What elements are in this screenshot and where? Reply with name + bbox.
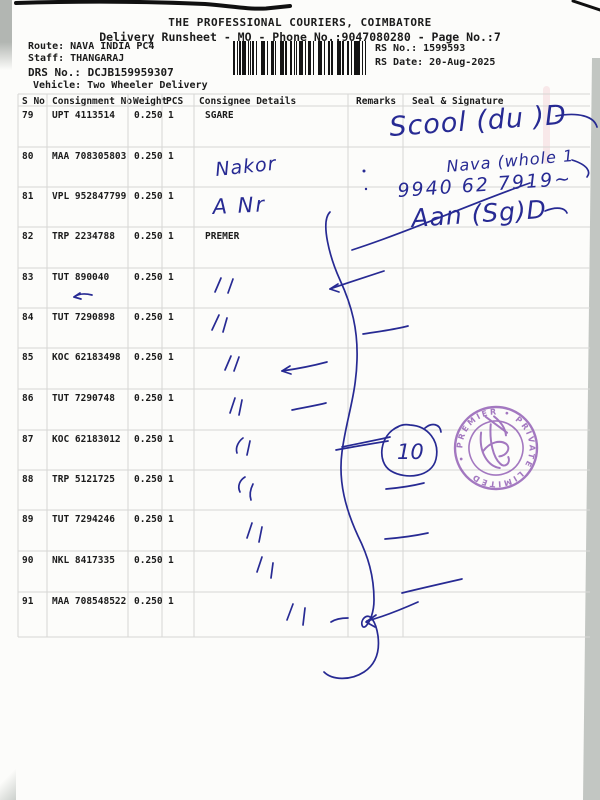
cell-pcs: 1	[168, 352, 174, 363]
cell-pcs: 1	[168, 110, 174, 121]
col-header-seal: Seal & Signature	[412, 96, 504, 107]
cell-consignment: KOC 62183012	[52, 434, 121, 445]
cell-sno: 88	[22, 474, 34, 485]
scan-edge-left	[0, 0, 12, 70]
cell-consignment: KOC 62183498	[52, 352, 121, 363]
col-header-remarks: Remarks	[356, 96, 397, 107]
cell-consignment: VPL 952847799	[52, 191, 127, 202]
cell-pcs: 1	[168, 231, 174, 242]
cell-consignment: TUT 7290748	[52, 393, 115, 404]
cell-consignment: NKL 8417335	[52, 555, 115, 566]
cell-consignment: UPT 4113514	[52, 110, 115, 121]
cell-sno: 81	[22, 191, 34, 202]
cell-weight: 0.250	[134, 514, 163, 525]
cell-pcs: 1	[168, 312, 174, 323]
cell-consignment: MAA 708548522	[52, 596, 127, 607]
cell-consignment: TUT 7294246	[52, 514, 115, 525]
cell-pcs: 1	[168, 191, 174, 202]
cell-consignment: TRP 5121725	[52, 474, 115, 485]
barcode	[233, 41, 366, 75]
col-header-pcs: PCS	[166, 96, 184, 107]
cell-sno: 87	[22, 434, 34, 445]
cell-consignee: PREMER	[205, 231, 240, 242]
cell-pcs: 1	[168, 514, 174, 525]
cell-pcs: 1	[168, 474, 174, 485]
cell-sno: 84	[22, 312, 34, 323]
col-header-consignee: Consignee Details	[199, 96, 297, 107]
cell-sno: 90	[22, 555, 34, 566]
rs-no-field: RS No.: 1599593	[375, 43, 466, 54]
cell-consignment: MAA 708305803	[52, 151, 127, 162]
document-title: THE PROFESSIONAL COURIERS, COIMBATORE	[168, 16, 432, 29]
col-header-consignment: Consignment No	[52, 96, 133, 107]
cell-weight: 0.250	[134, 231, 163, 242]
cell-weight: 0.250	[134, 312, 163, 323]
cell-weight: 0.250	[134, 434, 163, 445]
cell-pcs: 1	[168, 434, 174, 445]
cell-pcs: 1	[168, 555, 174, 566]
scan-color-streak	[543, 86, 550, 164]
cell-consignee: SGARE	[205, 110, 234, 121]
cell-sno: 91	[22, 596, 34, 607]
cell-sno: 79	[22, 110, 34, 121]
cell-consignment: TUT 890040	[52, 272, 110, 283]
cell-consignment: TUT 7290898	[52, 312, 115, 323]
cell-sno: 80	[22, 151, 34, 162]
cell-weight: 0.250	[134, 474, 163, 485]
cell-weight: 0.250	[134, 272, 163, 283]
vehicle-field: Vehicle: Two Wheeler Delivery	[33, 80, 208, 91]
scan-edge-bottom-left	[0, 762, 16, 800]
cell-sno: 86	[22, 393, 34, 404]
cell-pcs: 1	[168, 393, 174, 404]
document-subtitle: Delivery Runsheet - MO - Phone No.:90470…	[99, 30, 501, 44]
cell-weight: 0.250	[134, 110, 163, 121]
col-header-weight: Weight	[133, 96, 168, 107]
cell-sno: 89	[22, 514, 34, 525]
cell-sno: 85	[22, 352, 34, 363]
cell-weight: 0.250	[134, 352, 163, 363]
cell-pcs: 1	[168, 272, 174, 283]
cell-weight: 0.250	[134, 393, 163, 404]
cell-pcs: 1	[168, 596, 174, 607]
cell-weight: 0.250	[134, 191, 163, 202]
cell-consignment: TRP 2234788	[52, 231, 115, 242]
drs-no-field: DRS No.: DCJB159959307	[28, 66, 174, 79]
cell-weight: 0.250	[134, 596, 163, 607]
staff-field: Staff: THANGARAJ	[28, 53, 125, 64]
cell-pcs: 1	[168, 151, 174, 162]
cell-sno: 83	[22, 272, 34, 283]
cell-weight: 0.250	[134, 151, 163, 162]
route-field: Route: NAVA INDIA PC4	[28, 41, 155, 52]
cell-sno: 82	[22, 231, 34, 242]
col-header-sno: S No	[22, 96, 45, 107]
cell-weight: 0.250	[134, 555, 163, 566]
rs-date-field: RS Date: 20-Aug-2025	[375, 57, 496, 68]
